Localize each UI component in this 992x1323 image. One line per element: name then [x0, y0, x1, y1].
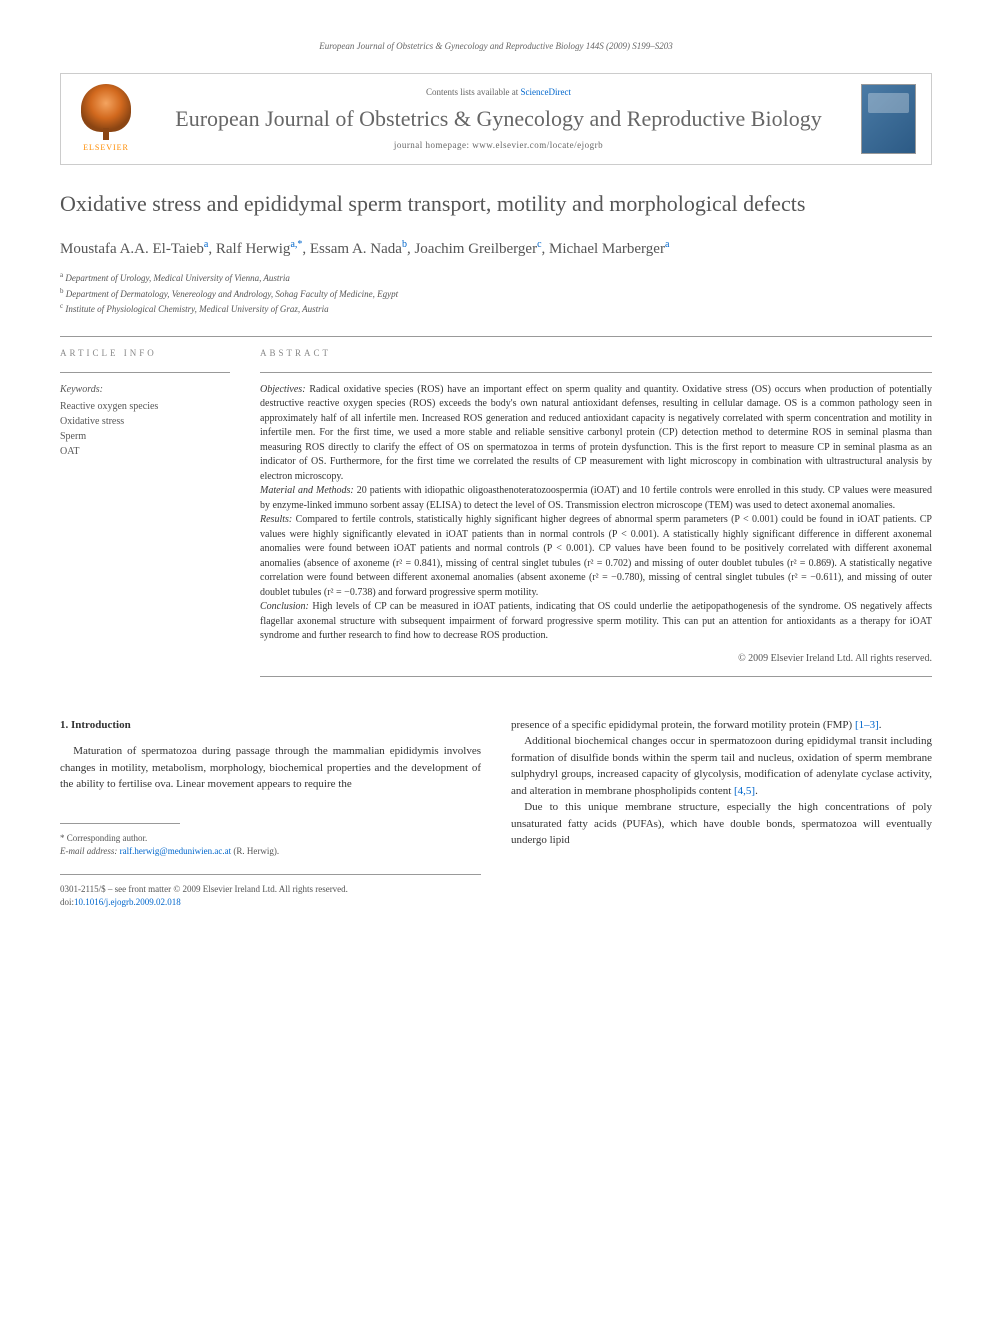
- aff-sup: b: [60, 287, 64, 295]
- abstract-header: ABSTRACT: [260, 347, 932, 360]
- author: Joachim Greilberger: [414, 241, 537, 257]
- author: Michael Marberger: [549, 241, 665, 257]
- body-para: Maturation of spermatozoa during passage…: [60, 743, 481, 793]
- running-header: European Journal of Obstetrics & Gynecol…: [60, 40, 932, 53]
- affiliation: b Department of Dermatology, Venereology…: [60, 286, 932, 301]
- author-sup: a: [204, 239, 208, 250]
- keywords-label: Keywords:: [60, 383, 230, 397]
- journal-name: European Journal of Obstetrics & Gynecol…: [156, 106, 841, 132]
- conclusion-text: High levels of CP can be measured in iOA…: [260, 601, 932, 641]
- divider: [60, 336, 932, 337]
- author: Moustafa A.A. El-Taieb: [60, 241, 204, 257]
- citation-link[interactable]: [1–3]: [855, 719, 879, 731]
- divider: [60, 372, 230, 373]
- email-link[interactable]: ralf.herwig@meduniwien.ac.at: [120, 846, 232, 856]
- journal-homepage: journal homepage: www.elsevier.com/locat…: [156, 139, 841, 152]
- aff-sup: c: [60, 302, 63, 310]
- keyword: OAT: [60, 444, 230, 459]
- keyword: Sperm: [60, 429, 230, 444]
- corresponding-label: * Corresponding author.: [60, 832, 481, 846]
- body-para: Due to this unique membrane structure, e…: [511, 799, 932, 849]
- journal-center: Contents lists available at ScienceDirec…: [136, 86, 861, 152]
- homepage-prefix: journal homepage:: [394, 140, 472, 150]
- author-sup: a,*: [290, 239, 302, 250]
- affiliation: c Institute of Physiological Chemistry, …: [60, 301, 932, 316]
- bottom-divider: [60, 874, 481, 875]
- aff-text: Department of Urology, Medical Universit…: [65, 273, 290, 283]
- aff-text: Department of Dermatology, Venereology a…: [66, 289, 398, 299]
- citation-link[interactable]: [4,5]: [734, 785, 755, 797]
- p3a: Additional biochemical changes occur in …: [511, 735, 932, 797]
- author: Ralf Herwig: [216, 241, 291, 257]
- body-columns: 1. Introduction Maturation of spermatozo…: [60, 717, 932, 910]
- info-abstract-row: ARTICLE INFO Keywords: Reactive oxygen s…: [60, 347, 932, 687]
- section-heading: 1. Introduction: [60, 717, 481, 734]
- abstract-text: Objectives: Radical oxidative species (R…: [260, 383, 932, 644]
- affiliation: a Department of Urology, Medical Univers…: [60, 270, 932, 285]
- contents-prefix: Contents lists available at: [426, 87, 520, 97]
- body-para: presence of a specific epididymal protei…: [511, 717, 932, 734]
- keyword: Oxidative stress: [60, 414, 230, 429]
- elsevier-tree-icon: [81, 84, 131, 133]
- homepage-url[interactable]: www.elsevier.com/locate/ejogrb: [472, 140, 603, 150]
- corresponding-author: * Corresponding author. E-mail address: …: [60, 832, 481, 859]
- conclusion-label: Conclusion:: [260, 601, 309, 612]
- abstract-column: ABSTRACT Objectives: Radical oxidative s…: [260, 347, 932, 687]
- elsevier-label: ELSEVIER: [83, 142, 129, 153]
- sciencedirect-link[interactable]: ScienceDirect: [521, 87, 571, 97]
- affiliations: a Department of Urology, Medical Univers…: [60, 270, 932, 316]
- divider: [260, 372, 932, 373]
- email-label: E-mail address:: [60, 846, 120, 856]
- p3b: .: [755, 785, 758, 797]
- objectives-text: Radical oxidative species (ROS) have an …: [260, 384, 932, 482]
- issn-line: 0301-2115/$ – see front matter © 2009 El…: [60, 883, 481, 897]
- results-text: Compared to fertile controls, statistica…: [260, 514, 932, 598]
- author-sup: a: [665, 239, 669, 250]
- p2a: presence of a specific epididymal protei…: [511, 719, 855, 731]
- journal-cover-icon: [861, 84, 916, 154]
- abstract-copyright: © 2009 Elsevier Ireland Ltd. All rights …: [260, 652, 932, 666]
- author-sup: b: [402, 239, 407, 250]
- article-info: ARTICLE INFO Keywords: Reactive oxygen s…: [60, 347, 230, 687]
- body-left-column: 1. Introduction Maturation of spermatozo…: [60, 717, 481, 910]
- contents-line: Contents lists available at ScienceDirec…: [156, 86, 841, 99]
- author-sup: c: [537, 239, 541, 250]
- methods-label: Material and Methods:: [260, 485, 354, 496]
- divider: [260, 676, 932, 677]
- methods-text: 20 patients with idiopathic oligoastheno…: [260, 485, 932, 511]
- authors-line: Moustafa A.A. El-Taieba, Ralf Herwiga,*,…: [60, 238, 932, 260]
- author: Essam A. Nada: [310, 241, 402, 257]
- keyword: Reactive oxygen species: [60, 399, 230, 414]
- copyright-footer: 0301-2115/$ – see front matter © 2009 El…: [60, 883, 481, 910]
- elsevier-logo: ELSEVIER: [76, 84, 136, 154]
- objectives-label: Objectives:: [260, 384, 306, 395]
- body-para: Additional biochemical changes occur in …: [511, 733, 932, 799]
- aff-sup: a: [60, 271, 63, 279]
- doi-label: doi:: [60, 897, 74, 907]
- p2b: .: [879, 719, 882, 731]
- article-info-header: ARTICLE INFO: [60, 347, 230, 360]
- footer-divider: [60, 823, 180, 824]
- aff-text: Institute of Physiological Chemistry, Me…: [65, 304, 328, 314]
- email-suffix: (R. Herwig).: [231, 846, 279, 856]
- article-title: Oxidative stress and epididymal sperm tr…: [60, 190, 932, 219]
- journal-header-box: ELSEVIER Contents lists available at Sci…: [60, 73, 932, 165]
- doi-link[interactable]: 10.1016/j.ejogrb.2009.02.018: [74, 897, 181, 907]
- results-label: Results:: [260, 514, 292, 525]
- body-right-column: presence of a specific epididymal protei…: [511, 717, 932, 910]
